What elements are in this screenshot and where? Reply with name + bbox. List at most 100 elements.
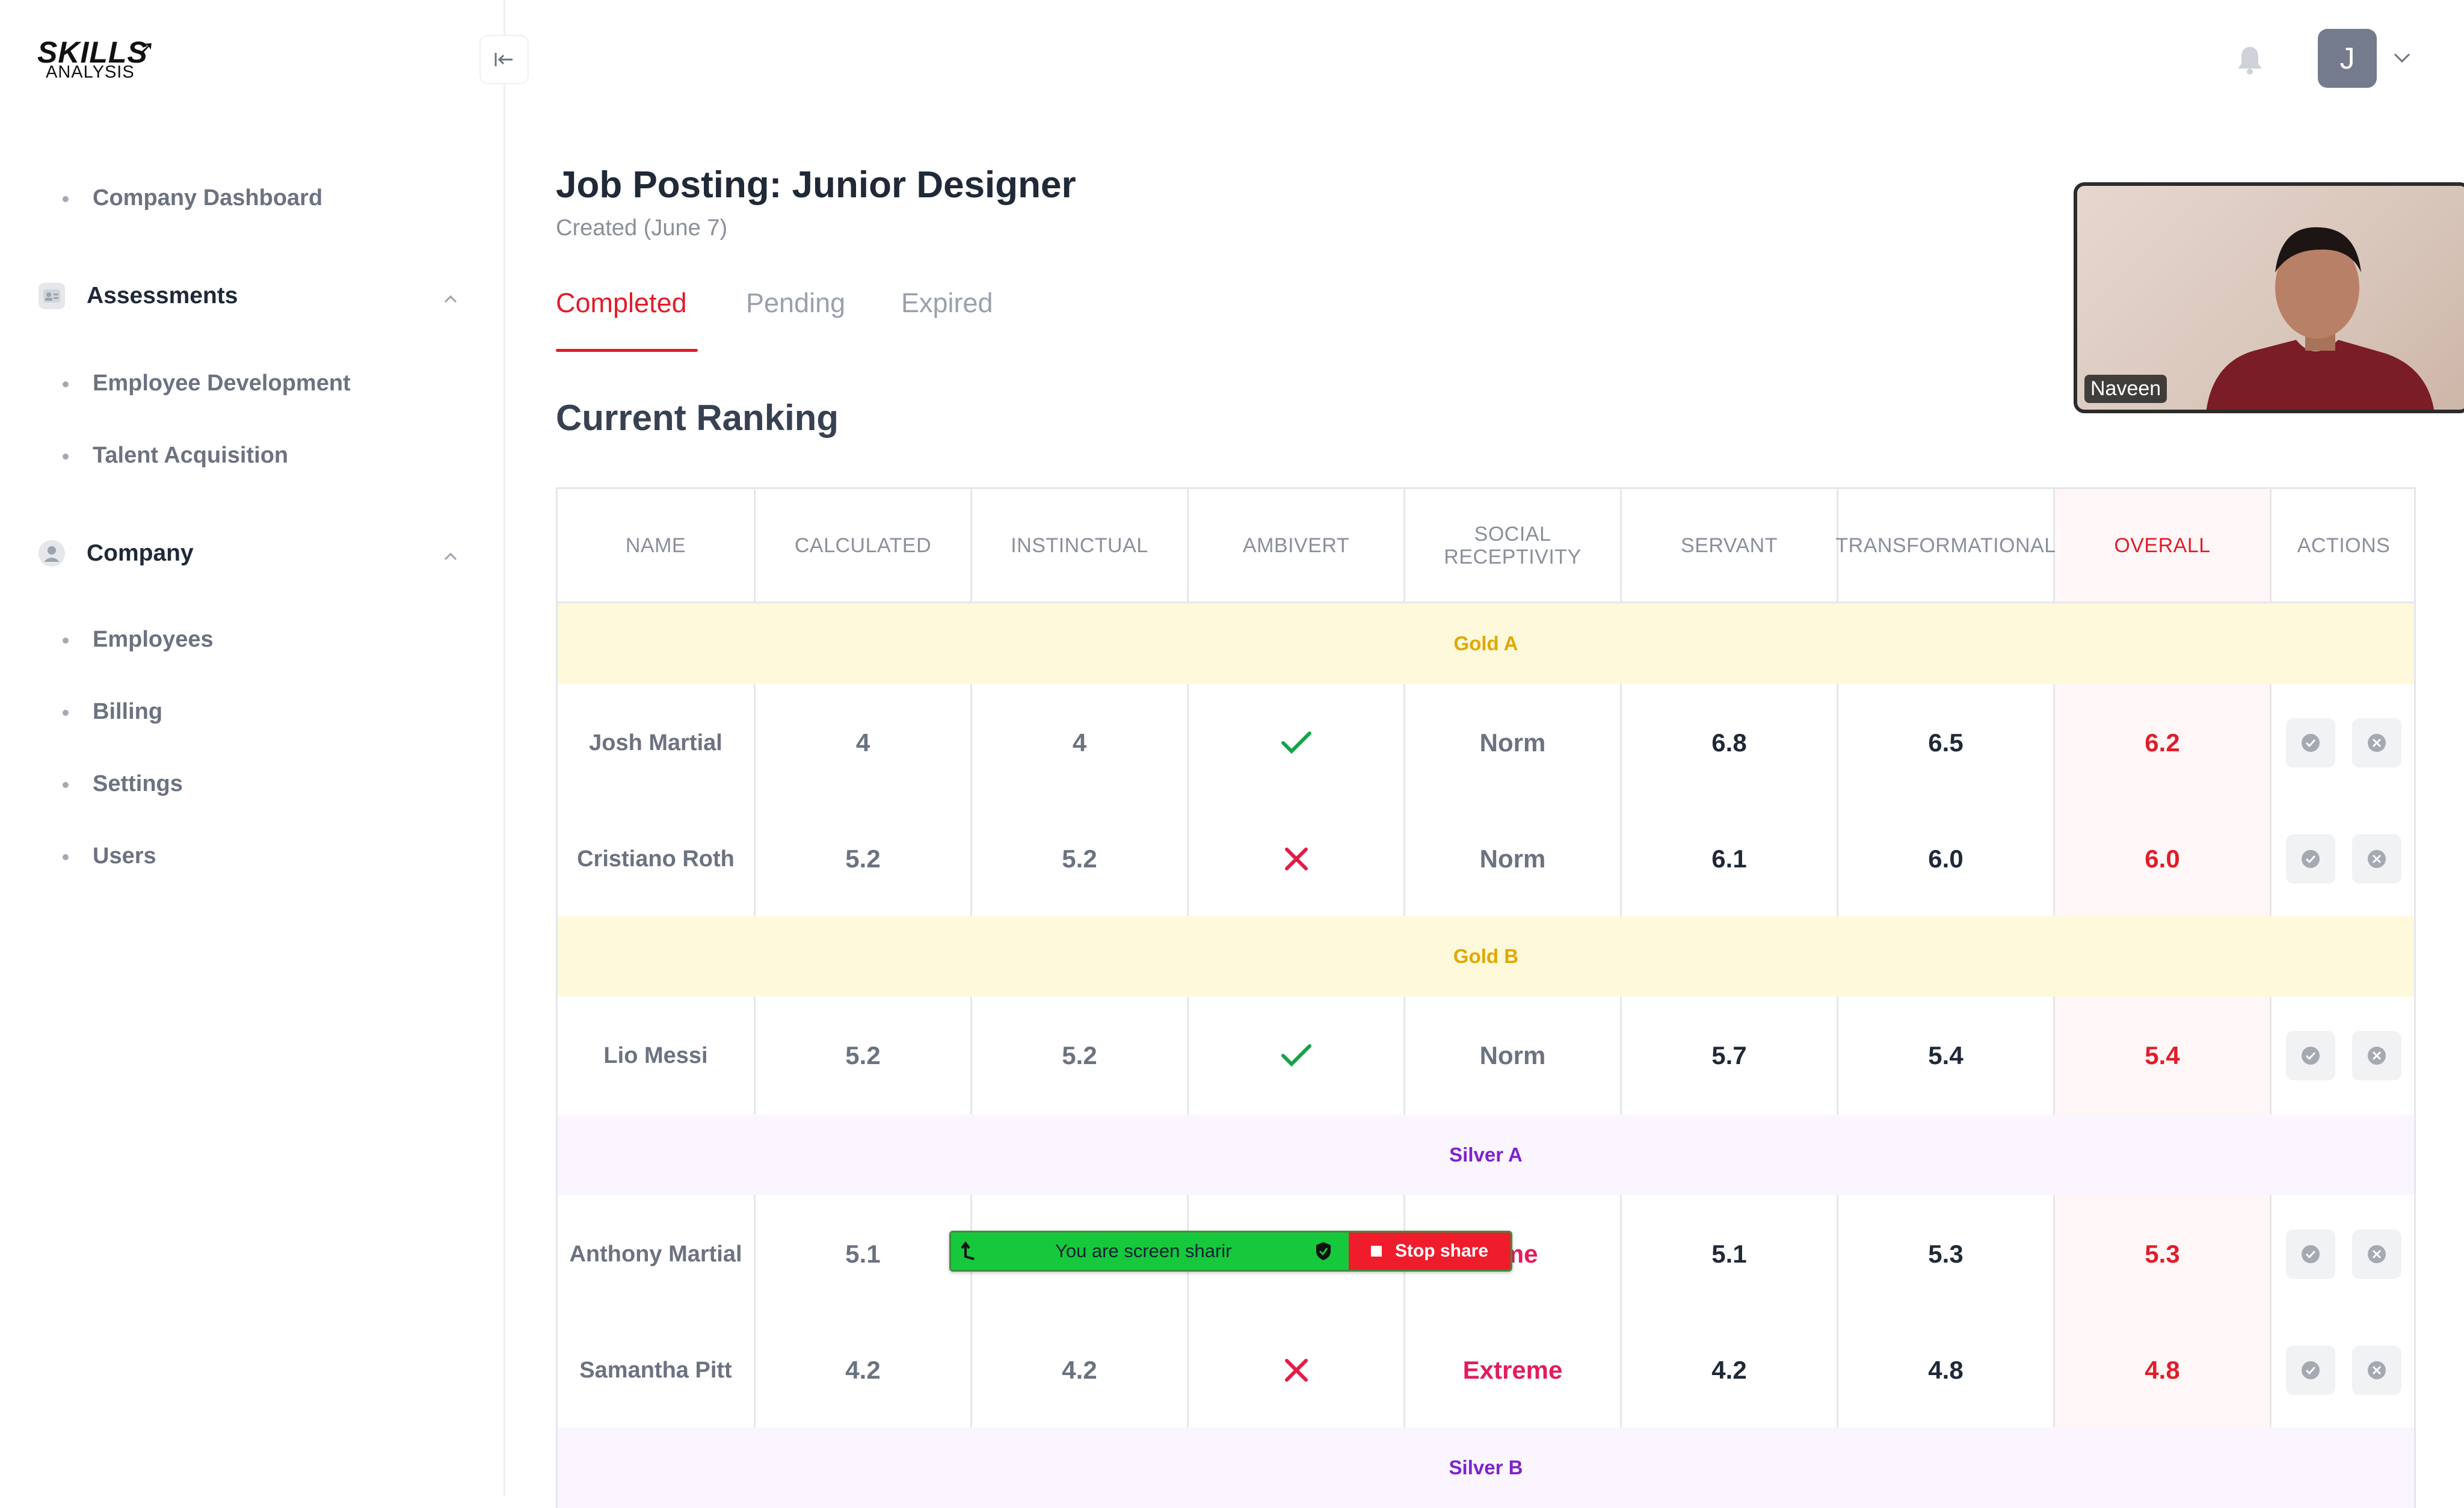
reject-circle-icon bbox=[2368, 1047, 2386, 1065]
stop-share-label: Stop share bbox=[1394, 1241, 1489, 1261]
reject-circle-icon bbox=[2368, 734, 2386, 752]
sidebar-item-users[interactable]: Users bbox=[63, 843, 156, 869]
approve-circle-icon bbox=[2302, 734, 2320, 752]
participant-video-icon bbox=[2206, 227, 2434, 410]
sidebar-item-employee-development[interactable]: Employee Development bbox=[63, 371, 351, 396]
cell-instinctual: 5.2 bbox=[972, 997, 1189, 1115]
sidebar-group-company[interactable]: Company bbox=[38, 540, 194, 567]
sidebar-item-company-dashboard[interactable]: Company Dashboard bbox=[63, 185, 323, 211]
section-title: Current Ranking bbox=[556, 398, 839, 438]
collapse-sidebar-button[interactable] bbox=[479, 35, 529, 84]
sidebar-item-label: Talent Acquisition bbox=[93, 443, 289, 468]
cell-servant: 4.2 bbox=[1622, 1313, 1838, 1427]
ranking-table: NAME CALCULATED INSTINCTUAL AMBIVERT SOC… bbox=[556, 487, 2416, 1508]
chevron-up-icon[interactable] bbox=[440, 289, 461, 309]
sidebar-group-label: Assessments bbox=[87, 283, 238, 309]
cell-transformational: 4.8 bbox=[1838, 1313, 2055, 1427]
column-header-transformational: TRANSFORMATIONAL bbox=[1835, 489, 2056, 602]
cell-ambivert bbox=[1189, 1313, 1405, 1427]
cell-name: Josh Martial bbox=[558, 684, 756, 802]
bullet-icon bbox=[63, 196, 69, 202]
cell-name: Cristiano Roth bbox=[558, 802, 756, 916]
approve-button[interactable] bbox=[2286, 1346, 2335, 1395]
reject-button[interactable] bbox=[2352, 1031, 2401, 1080]
bell-icon[interactable] bbox=[2233, 43, 2267, 77]
shield-check-icon bbox=[1316, 1242, 1331, 1260]
cell-transformational: 5.3 bbox=[1838, 1195, 2055, 1313]
arrow-left-to-line-icon bbox=[494, 53, 513, 66]
bullet-icon bbox=[63, 454, 69, 460]
chevron-down-icon[interactable] bbox=[2391, 51, 2413, 66]
cell-transformational: 5.4 bbox=[1838, 997, 2055, 1115]
sidebar-item-label: Company Dashboard bbox=[93, 185, 323, 211]
table-row: Cristiano Roth 5.2 5.2 Norm 6.1 6.0 6.0 bbox=[558, 802, 2414, 916]
cell-calculated: 5.2 bbox=[756, 802, 972, 916]
sidebar-item-settings[interactable]: Settings bbox=[63, 771, 183, 797]
sidebar-group-assessments[interactable]: Assessments bbox=[38, 283, 238, 309]
column-header-actions: ACTIONS bbox=[2297, 534, 2391, 557]
approve-button[interactable] bbox=[2286, 1229, 2335, 1279]
bullet-icon bbox=[63, 854, 69, 860]
tab-completed[interactable]: Completed bbox=[556, 288, 687, 318]
cross-icon bbox=[1284, 1359, 1308, 1382]
cell-calculated: 4 bbox=[756, 684, 972, 802]
cell-ambivert bbox=[1189, 684, 1405, 802]
avatar[interactable]: J bbox=[2318, 29, 2377, 88]
sidebar-item-billing[interactable]: Billing bbox=[63, 699, 163, 725]
approve-button[interactable] bbox=[2286, 1031, 2335, 1080]
sidebar-group-label: Company bbox=[87, 540, 194, 566]
bullet-icon bbox=[63, 710, 69, 716]
group-label: Gold A bbox=[1453, 632, 1518, 654]
tab-expired[interactable]: Expired bbox=[901, 288, 993, 318]
column-header-social-receptivity: SOCIAL RECEPTIVITY bbox=[1405, 489, 1622, 602]
cell-transformational: 6.0 bbox=[1838, 802, 2055, 916]
sidebar-item-label: Employee Development bbox=[93, 371, 351, 396]
reject-circle-icon bbox=[2368, 850, 2386, 868]
sidebar-item-talent-acquisition[interactable]: Talent Acquisition bbox=[63, 443, 289, 469]
drag-handle-icon[interactable] bbox=[959, 1241, 980, 1261]
chevron-up-icon[interactable] bbox=[440, 546, 461, 567]
approve-button[interactable] bbox=[2286, 718, 2335, 768]
cell-calculated: 5.1 bbox=[756, 1195, 972, 1313]
cell-instinctual: 5.2 bbox=[972, 802, 1189, 916]
group-row: Gold B bbox=[558, 916, 2414, 997]
cell-actions bbox=[2272, 684, 2416, 802]
tab-pending[interactable]: Pending bbox=[746, 288, 846, 318]
stop-square-icon bbox=[1370, 1246, 1382, 1257]
column-header-overall: OVERALL bbox=[2055, 489, 2272, 602]
sidebar-item-label: Employees bbox=[93, 627, 214, 652]
page-title: Job Posting: Junior Designer bbox=[556, 164, 1076, 206]
screen-share-bar: You are screen sharir Stop share bbox=[949, 1231, 1512, 1272]
reject-circle-icon bbox=[2368, 1361, 2386, 1379]
reject-button[interactable] bbox=[2352, 1229, 2401, 1279]
table-body: Gold A Josh Martial 4 4 Norm 6.8 6.5 6.2 Cristia… bbox=[558, 603, 2414, 1508]
approve-button[interactable] bbox=[2286, 834, 2335, 884]
video-tile[interactable]: Naveen bbox=[2074, 182, 2464, 413]
cell-servant: 5.7 bbox=[1622, 997, 1838, 1115]
cell-servant: 5.1 bbox=[1622, 1195, 1838, 1313]
group-label: Gold B bbox=[1453, 945, 1519, 967]
cross-icon bbox=[1284, 848, 1308, 870]
approve-circle-icon bbox=[2302, 1361, 2320, 1379]
skills-analysis-logo[interactable]: SKILLS ➚ ANALYSIS bbox=[36, 35, 162, 83]
reject-button[interactable] bbox=[2352, 718, 2401, 768]
cell-servant: 6.1 bbox=[1622, 802, 1838, 916]
sidebar-item-label: Billing bbox=[93, 699, 163, 724]
sidebar-item-employees[interactable]: Employees bbox=[63, 627, 214, 653]
cell-social-receptivity: Extreme bbox=[1405, 1313, 1622, 1427]
approve-circle-icon bbox=[2302, 1047, 2320, 1065]
cell-transformational: 6.5 bbox=[1838, 684, 2055, 802]
stop-share-button[interactable]: Stop share bbox=[1349, 1233, 1511, 1270]
cell-calculated: 5.2 bbox=[756, 997, 972, 1115]
reject-button[interactable] bbox=[2352, 1346, 2401, 1395]
column-header-name: NAME bbox=[558, 489, 756, 602]
cell-overall: 6.0 bbox=[2055, 802, 2272, 916]
group-row: Gold A bbox=[558, 603, 2414, 684]
group-row: Silver A bbox=[558, 1115, 2414, 1195]
bullet-icon bbox=[63, 381, 69, 387]
screen-share-message: You are screen sharir bbox=[1055, 1240, 1232, 1261]
reject-button[interactable] bbox=[2352, 834, 2401, 884]
column-header-servant: SERVANT bbox=[1622, 489, 1838, 602]
table-header: NAME CALCULATED INSTINCTUAL AMBIVERT SOC… bbox=[558, 489, 2414, 603]
active-tab-indicator bbox=[556, 349, 698, 352]
